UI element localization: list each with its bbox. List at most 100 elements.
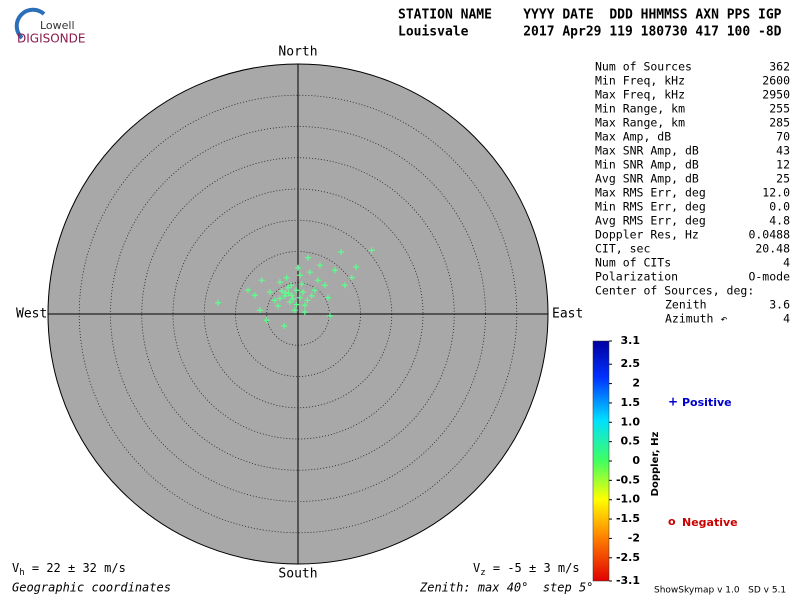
stat-label: Num of CITs bbox=[595, 256, 671, 270]
source-point bbox=[311, 287, 318, 294]
source-point bbox=[285, 284, 291, 291]
source-point bbox=[321, 282, 328, 289]
stat-label: Max Freq, kHz bbox=[595, 88, 685, 102]
stat-value: 2600 bbox=[762, 74, 790, 88]
colorbar-tick-label: -3.1 bbox=[616, 574, 640, 587]
source-point bbox=[338, 249, 345, 256]
stat-label: Min SNR Amp, dB bbox=[595, 158, 699, 172]
colorbar-tick-label: 1.5 bbox=[621, 396, 641, 409]
velocity-part: V bbox=[12, 561, 19, 575]
direction-label: West bbox=[16, 307, 47, 322]
logo-top: Lowell bbox=[40, 19, 75, 32]
stat-label: Avg RMS Err, deg bbox=[595, 214, 706, 228]
legend-positive: Positive bbox=[682, 396, 732, 409]
source-point bbox=[296, 272, 303, 279]
stat-value: 12.0 bbox=[762, 186, 790, 200]
stat-label: Max Amp, dB bbox=[595, 130, 671, 144]
stat-value: 285 bbox=[769, 116, 790, 130]
source-point bbox=[326, 312, 333, 319]
colorbar-label: Doppler, Hz bbox=[650, 432, 661, 497]
header-labels: STATION NAME YYYY DATE DDD HHMMSS AXN PP… bbox=[398, 8, 782, 23]
direction-label: East bbox=[552, 307, 583, 322]
source-point bbox=[293, 301, 300, 308]
stat-value: 3.6 bbox=[769, 298, 790, 312]
source-point bbox=[301, 309, 308, 316]
source-point bbox=[293, 287, 300, 294]
stat-value: O-mode bbox=[748, 270, 790, 284]
stat-label: Zenith bbox=[665, 298, 707, 312]
stat-label: CIT, sec bbox=[595, 242, 650, 256]
source-point bbox=[291, 307, 298, 314]
source-point bbox=[304, 297, 311, 304]
stat-label: Min Range, km bbox=[595, 102, 685, 116]
stat-value: 4 bbox=[783, 312, 790, 326]
stat-label: Doppler Res, Hz bbox=[595, 228, 699, 242]
colorbar-tick-label: -1.0 bbox=[616, 493, 640, 506]
coords-note: Geographic coordinates bbox=[12, 581, 171, 595]
velocity: Vz = -5 ± 3 m/s bbox=[473, 561, 580, 578]
source-point bbox=[276, 279, 283, 286]
colorbar-tick-label: 2 bbox=[632, 377, 640, 390]
legend-symbol: o bbox=[668, 515, 676, 528]
velocity-part: h bbox=[19, 568, 24, 578]
stat-value: 43 bbox=[776, 144, 790, 158]
colorbar-tick-label: -2 bbox=[628, 531, 640, 544]
source-point bbox=[283, 274, 290, 281]
stat-value: 255 bbox=[769, 102, 790, 116]
source-point bbox=[245, 287, 251, 294]
source-point bbox=[325, 294, 331, 301]
stat-label: Min RMS Err, deg bbox=[595, 200, 706, 214]
source-point bbox=[290, 296, 296, 302]
source-point bbox=[288, 292, 295, 299]
stat-value: 362 bbox=[769, 60, 790, 74]
source-point bbox=[305, 254, 311, 261]
source-point bbox=[215, 299, 221, 306]
source-point bbox=[276, 295, 283, 302]
source-point bbox=[315, 277, 321, 284]
stat-value: 4 bbox=[783, 256, 790, 270]
source-point bbox=[251, 292, 258, 299]
stat-label: Num of Sources bbox=[595, 60, 692, 74]
source-point bbox=[285, 290, 292, 297]
stat-label: Azimuth ↶ bbox=[665, 312, 727, 326]
stat-value: 20.48 bbox=[755, 242, 790, 256]
source-point bbox=[278, 287, 285, 294]
source-point bbox=[286, 299, 293, 306]
stat-value: 70 bbox=[776, 130, 790, 144]
stat-label: Max SNR Amp, dB bbox=[595, 144, 699, 158]
zenith-note: Zenith: max 40° step 5° bbox=[419, 581, 593, 595]
colorbar-tick-label: 2.5 bbox=[621, 357, 641, 370]
source-point bbox=[301, 302, 308, 309]
source-point bbox=[353, 264, 360, 271]
colorbar-tick-label: -2.5 bbox=[616, 551, 640, 564]
logo-bottom: DIGISONDE bbox=[17, 32, 85, 46]
legend-negative: Negative bbox=[682, 516, 738, 529]
stat-label: Min Freq, kHz bbox=[595, 74, 685, 88]
source-point bbox=[281, 292, 288, 299]
velocity-part: = -5 ± 3 m/s bbox=[486, 561, 580, 575]
stat-label: Max Range, km bbox=[595, 116, 685, 130]
source-point bbox=[298, 281, 305, 287]
velocity-part: = 22 ± 32 m/s bbox=[25, 561, 126, 575]
logo-swoosh bbox=[14, 7, 46, 40]
direction-label: South bbox=[278, 567, 317, 582]
colorbar-tick-label: 1.0 bbox=[621, 415, 641, 428]
stat-value: 25 bbox=[776, 172, 790, 186]
source-point bbox=[256, 307, 263, 314]
source-point bbox=[288, 282, 295, 289]
stat-value: 4.8 bbox=[769, 214, 790, 228]
source-point bbox=[308, 292, 315, 299]
velocity-part: z bbox=[480, 568, 485, 578]
stat-label: Avg SNR Amp, dB bbox=[595, 172, 699, 186]
source-point bbox=[331, 267, 338, 274]
source-point bbox=[296, 294, 303, 301]
source-point bbox=[306, 269, 313, 276]
stat-label: Center of Sources, deg: bbox=[595, 284, 754, 298]
source-point bbox=[266, 289, 273, 296]
plot bbox=[47, 63, 549, 565]
header-values: Louisvale 2017 Apr29 119 180730 417 100 … bbox=[398, 25, 782, 40]
source-point bbox=[258, 277, 265, 284]
source-point bbox=[316, 262, 323, 269]
stat-value: 0.0488 bbox=[748, 228, 790, 242]
